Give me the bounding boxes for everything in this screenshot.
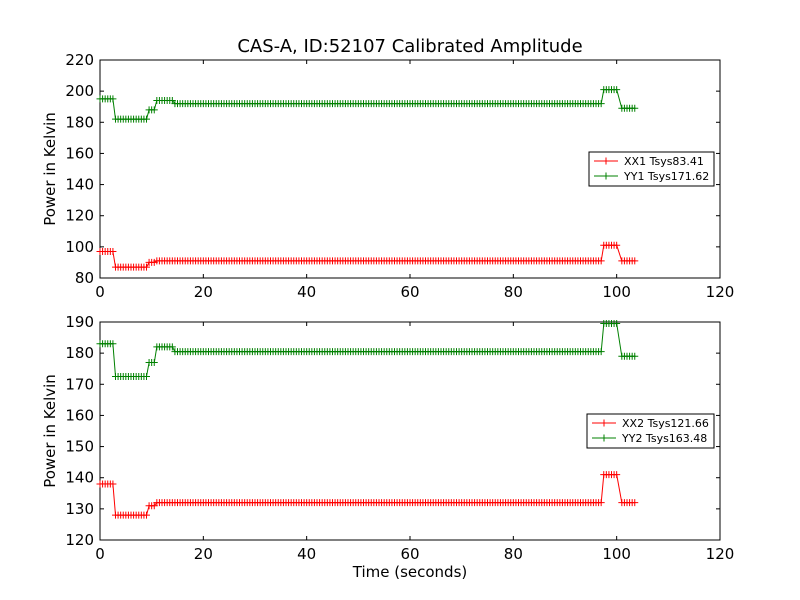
data-point (631, 104, 639, 112)
x-tick-label: 120 (706, 545, 735, 563)
legend-marker (602, 157, 610, 165)
legend-marker (600, 419, 608, 427)
data-point (631, 352, 639, 360)
legend-label: XX2 Tsys121.66 (622, 417, 709, 430)
y-tick-label: 140 (65, 469, 94, 487)
legend-marker (602, 172, 610, 180)
y-tick-label: 160 (65, 144, 94, 162)
data-point (109, 480, 117, 488)
data-point (597, 100, 605, 108)
x-tick-label: 120 (706, 283, 735, 301)
data-point (150, 358, 158, 366)
x-tick-label: 80 (504, 545, 523, 563)
data-point (143, 263, 150, 271)
y-tick-label: 120 (65, 207, 94, 225)
data-point (143, 511, 150, 519)
data-point (631, 499, 639, 507)
data-point (597, 348, 605, 356)
data-point (168, 343, 176, 351)
x-tick-label: 0 (95, 283, 105, 301)
x-tick-label: 40 (297, 545, 316, 563)
data-point (631, 257, 639, 265)
y-tick-label: 150 (65, 438, 94, 456)
legend-marker (600, 434, 608, 442)
data-point (109, 95, 117, 103)
data-point (613, 320, 621, 328)
x-tick-label: 0 (95, 545, 105, 563)
legend-box (588, 151, 715, 187)
y-tick-label: 180 (65, 344, 94, 362)
legend-label: XX1 Tsys83.41 (624, 155, 704, 168)
x-tick-label: 60 (400, 545, 419, 563)
y-tick-label: 180 (65, 113, 94, 131)
y-tick-label: 130 (65, 500, 94, 518)
data-point (143, 373, 150, 380)
x-tick-label: 100 (602, 545, 631, 563)
legend-box (586, 413, 715, 449)
data-point (597, 257, 605, 265)
legend: XX2 Tsys121.66 YY2 Tsys163.48 (586, 413, 715, 449)
x-tick-label: 100 (602, 283, 631, 301)
y-axis-label: Power in Kelvin (41, 374, 59, 488)
data-point (143, 115, 150, 123)
x-tick-label: 80 (504, 283, 523, 301)
data-point (613, 471, 621, 479)
y-tick-label: 120 (65, 531, 94, 549)
y-tick-label: 200 (65, 82, 94, 100)
legend-label: YY1 Tsys171.62 (623, 170, 709, 183)
y-axis-label: Power in Kelvin (41, 112, 59, 226)
legend-label: YY2 Tsys163.48 (621, 432, 707, 445)
y-tick-label: 170 (65, 375, 94, 393)
y-tick-label: 140 (65, 176, 94, 194)
data-point (613, 86, 621, 94)
top-plot: 0 20 40 60 80 100 120 80 100 120 140 160 180 200 220 Po… (41, 51, 734, 301)
legend: XX1 Tsys83.41 YY1 Tsys171.62 (588, 151, 715, 187)
x-tick-label: 20 (194, 545, 213, 563)
y-tick-label: 160 (65, 406, 94, 424)
data-point (109, 340, 117, 348)
data-point (597, 499, 605, 507)
x-tick-label: 60 (400, 283, 419, 301)
data-point (109, 248, 117, 256)
y-tick-label: 190 (65, 313, 94, 331)
chart-title: CAS-A, ID:52107 Calibrated Amplitude (237, 36, 582, 57)
y-tick-label: 100 (65, 238, 94, 256)
y-tick-label: 80 (75, 269, 94, 287)
y-tick-label: 220 (65, 51, 94, 69)
data-point (613, 241, 621, 249)
data-point (150, 106, 158, 114)
bottom-plot: 0 20 40 60 80 100 120 120 130 140 150 160 170 180 190 P… (41, 313, 734, 581)
x-axis-label: Time (seconds) (352, 563, 468, 581)
x-tick-label: 20 (194, 283, 213, 301)
x-tick-label: 40 (297, 283, 316, 301)
